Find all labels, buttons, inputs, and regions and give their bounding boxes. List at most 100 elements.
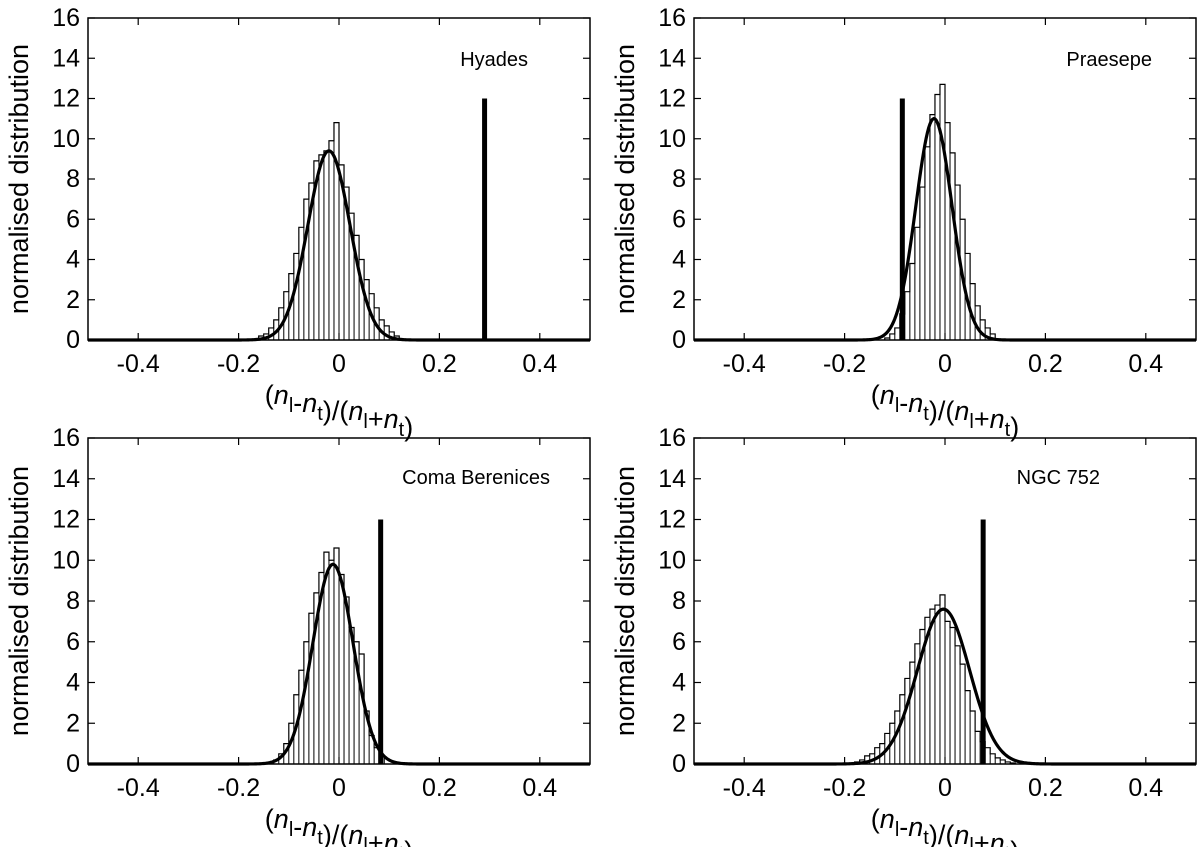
plot-frame: [87, 437, 591, 765]
x-axis-label-part: +: [974, 404, 990, 434]
x-axis-label-part: -: [293, 388, 302, 418]
x-tick-label: -0.2: [217, 350, 260, 378]
y-tick-label: 8: [66, 587, 80, 615]
x-axis-label-part: l: [969, 835, 973, 847]
panel-bottom-right: 0 2 4 6 8 10 12 14 16 -0.4 -0.2 0 0.2 0.4 NGC 752 norma…: [610, 424, 1197, 852]
y-tick-label: 16: [52, 4, 80, 32]
x-axis-label-part: n: [880, 380, 895, 410]
histogram-outline: [854, 594, 1016, 764]
x-tick-label: 0.2: [1028, 350, 1063, 378]
x-axis-label-part: l: [969, 411, 973, 433]
x-axis-label-part: n: [990, 828, 1005, 847]
x-tick-label: 0: [332, 350, 346, 378]
x-tick-label: 0.2: [422, 350, 457, 378]
x-axis-label-part: )/(: [323, 820, 348, 847]
y-tick-label: 16: [658, 4, 686, 32]
panel-annotation: Coma Berenices: [402, 467, 550, 489]
y-tick-label: 6: [66, 628, 80, 656]
panel-top-left: 0 2 4 6 8 10 12 14 16 -0.4 -0.2 0 0.2 0.4 Hyades normal…: [4, 4, 591, 442]
y-tick-label: 6: [672, 628, 686, 656]
y-axis-label: normalised distribution: [610, 44, 640, 314]
y-tick-label: 14: [52, 465, 80, 493]
y-axis-label: normalised distribution: [4, 44, 34, 314]
y-tick-label: 14: [52, 44, 80, 72]
panel-bottom-left: 0 2 4 6 8 10 12 14 16 -0.4 -0.2 0 0.2 0.4 Coma Berenic…: [4, 424, 591, 852]
y-tick-label: 2: [66, 709, 80, 737]
y-axis-label: normalised distribution: [4, 466, 34, 736]
y-tick-label: 12: [52, 85, 80, 113]
x-axis-label: (nl-nt)/(nl+nt): [871, 804, 1019, 847]
y-tick-label: 10: [658, 546, 686, 574]
x-tick-label: -0.2: [823, 774, 866, 802]
x-axis-label-part: t: [1005, 419, 1011, 441]
y-tick-label: 10: [658, 125, 686, 153]
x-axis-label-part: n: [990, 404, 1005, 434]
y-axis-label: normalised distribution: [610, 466, 640, 736]
x-axis-label-part: t: [317, 827, 323, 847]
y-tick-label: 10: [52, 546, 80, 574]
x-axis-label-part: -: [899, 388, 908, 418]
y-tick-label: 0: [66, 326, 80, 354]
x-axis-label-part: t: [317, 403, 323, 425]
x-axis-label-part: n: [348, 820, 363, 847]
x-tick-label: 0.4: [522, 350, 557, 378]
x-axis-label-part: l: [363, 411, 367, 433]
x-axis-label-part: ): [404, 836, 413, 847]
plot-frame: [693, 17, 1197, 341]
y-tick-label: 12: [52, 506, 80, 534]
x-tick-label: -0.2: [217, 774, 260, 802]
x-axis-label-part: t: [923, 827, 929, 847]
x-axis-label: (nl-nt)/(nl+nt): [265, 380, 413, 442]
y-tick-label: 2: [672, 709, 686, 737]
x-axis-label-part: n: [954, 396, 969, 426]
y-tick-label: 10: [52, 125, 80, 153]
x-axis-label-part: t: [399, 419, 405, 441]
x-tick-label: 0.4: [522, 774, 557, 802]
x-axis-label-part: )/(: [929, 396, 954, 426]
y-tick-label: 4: [66, 669, 80, 697]
y-tick-label: 6: [66, 205, 80, 233]
panel-annotation: Praesepe: [1066, 49, 1152, 71]
y-tick-label: 2: [672, 286, 686, 314]
y-tick-label: 16: [52, 424, 80, 452]
x-tick-label: 0: [938, 774, 952, 802]
x-axis-label-part: (: [265, 804, 274, 834]
y-tick-label: 8: [672, 587, 686, 615]
panel-annotation: Hyades: [460, 49, 528, 71]
x-axis-label-part: n: [954, 820, 969, 847]
x-axis-label-part: +: [368, 828, 384, 847]
x-axis-label-part: n: [302, 388, 317, 418]
x-tick-label: 0.2: [1028, 774, 1063, 802]
x-axis-label-part: l: [895, 819, 899, 841]
y-tick-label: 14: [658, 465, 686, 493]
x-axis-label-part: n: [908, 388, 923, 418]
x-axis-label-part: n: [302, 812, 317, 842]
x-axis-label-part: )/(: [323, 396, 348, 426]
plot-frame: [87, 17, 591, 341]
x-axis-label-part: n: [348, 396, 363, 426]
y-tick-label: 16: [658, 424, 686, 452]
x-axis-label-part: n: [274, 804, 289, 834]
y-tick-label: 8: [672, 165, 686, 193]
y-tick-label: 4: [66, 246, 80, 274]
panel-annotation: NGC 752: [1017, 467, 1100, 489]
x-axis-label-part: n: [384, 828, 399, 847]
x-axis-label-part: l: [895, 395, 899, 417]
x-axis-label-part: (: [871, 380, 880, 410]
x-axis-label-part: l: [363, 835, 367, 847]
x-axis-label-part: l: [289, 395, 293, 417]
x-tick-label: -0.4: [117, 774, 160, 802]
histogram-outline: [258, 122, 400, 340]
x-axis-label-part: )/(: [929, 820, 954, 847]
x-axis-label-part: n: [908, 812, 923, 842]
y-tick-label: 12: [658, 85, 686, 113]
y-tick-label: 0: [672, 326, 686, 354]
y-tick-label: 6: [672, 205, 686, 233]
x-tick-label: -0.4: [723, 350, 766, 378]
x-axis-label-part: (: [871, 804, 880, 834]
y-tick-label: 14: [658, 44, 686, 72]
x-axis-label-part: n: [274, 380, 289, 410]
x-axis-label-part: +: [974, 828, 990, 847]
